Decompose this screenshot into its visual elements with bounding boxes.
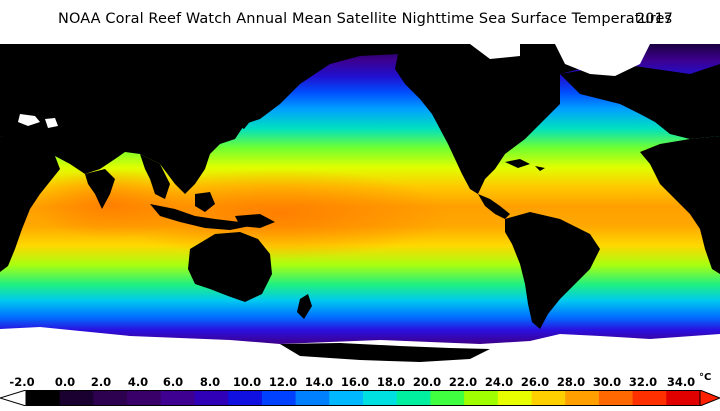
borneo-land: [195, 192, 215, 212]
europe-land: [560, 64, 720, 139]
india-land: [85, 169, 115, 209]
legend-tick: 16.0: [340, 375, 370, 389]
japan-land: [236, 99, 258, 129]
color-swatch: [565, 390, 600, 406]
color-swatch: [295, 390, 330, 406]
indonesia-land: [150, 204, 250, 230]
antarctica-coast-dark: [280, 343, 490, 362]
indian-ocean-warm-area: [30, 169, 190, 239]
color-swatch: [531, 390, 566, 406]
title-bar: NOAA Coral Reef Watch Annual Mean Satell…: [0, 0, 720, 44]
new-guinea-land: [235, 214, 275, 228]
australia-land: [188, 232, 272, 302]
south-america-land: [505, 212, 600, 329]
color-swatch: [26, 390, 61, 406]
legend-tick: 34.0: [666, 375, 696, 389]
legend-tick: 28.0: [556, 375, 586, 389]
sst-world-map: [0, 44, 720, 369]
temperature-legend: -2.0 0.0 2.0 4.0 6.0 8.0 10.0 12.0 14.0 …: [0, 369, 720, 411]
color-swatch: [363, 390, 398, 406]
left-triangle-icon: [0, 390, 27, 406]
legend-tick: 20.0: [412, 375, 442, 389]
legend-unit: °C: [699, 372, 712, 383]
color-swatch: [464, 390, 499, 406]
color-swatch: [194, 390, 229, 406]
legend-tick: 10.0: [232, 375, 262, 389]
legend-tick: 2.0: [90, 375, 112, 389]
legend-tick: 0.0: [54, 375, 76, 389]
color-swatch: [396, 390, 431, 406]
legend-tick: 18.0: [376, 375, 406, 389]
color-swatch: [160, 390, 195, 406]
map-title: NOAA Coral Reef Watch Annual Mean Satell…: [58, 11, 673, 27]
right-triangle-icon: [699, 390, 720, 406]
color-swatch: [228, 390, 263, 406]
eurasia-land: [0, 44, 400, 194]
legend-tick: 24.0: [484, 375, 514, 389]
legend-tick: 22.0: [448, 375, 478, 389]
greenland-land: [555, 44, 650, 76]
legend-tick: 26.0: [520, 375, 550, 389]
new-zealand-land: [297, 294, 312, 319]
legend-tick: 30.0: [592, 375, 622, 389]
caribbean-islands-land: [505, 159, 545, 171]
color-scale-bar: [0, 390, 720, 406]
legend-tick: -2.0: [9, 375, 35, 389]
legend-tick: 4.0: [127, 375, 149, 389]
africa-land: [0, 136, 60, 272]
color-swatch: [430, 390, 465, 406]
color-swatch: [59, 390, 94, 406]
color-swatch: [497, 390, 532, 406]
southeast-asia-land: [140, 154, 170, 199]
north-america-land: [395, 44, 600, 194]
western-pacific-warm-pool: [110, 169, 450, 259]
color-swatch: [127, 390, 162, 406]
color-swatch: [598, 390, 634, 406]
color-swatch: [93, 390, 128, 406]
central-america-land: [478, 194, 510, 219]
legend-tick: 8.0: [199, 375, 221, 389]
color-swatch: [632, 390, 667, 406]
color-swatch: [666, 390, 701, 406]
legend-tick: 12.0: [268, 375, 298, 389]
africa-east-land: [640, 136, 720, 274]
legend-tick: 32.0: [628, 375, 658, 389]
color-swatch: [261, 390, 297, 406]
color-swatch: [329, 390, 364, 406]
legend-tick: 6.0: [162, 375, 184, 389]
map-year: 2017: [636, 11, 673, 27]
legend-tick: 14.0: [304, 375, 334, 389]
color-swatches: [25, 390, 701, 406]
